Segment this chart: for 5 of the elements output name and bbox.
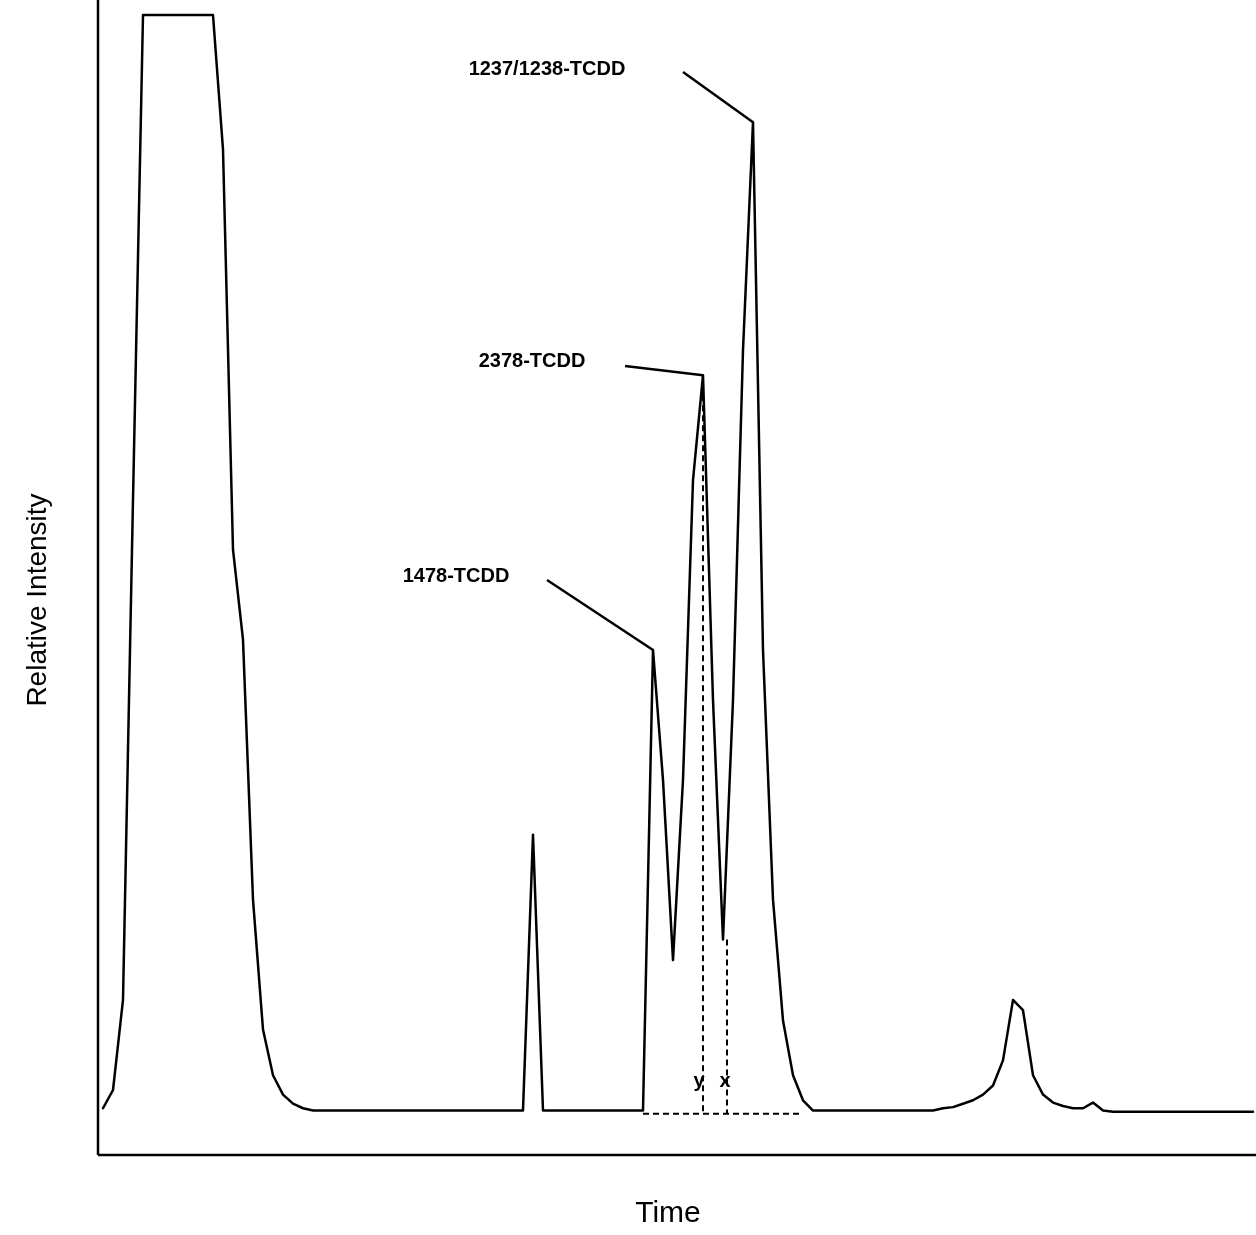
x-axis-title: Time [635, 1195, 701, 1228]
annotation: 2378-TCDD [478, 349, 586, 371]
y-axis-title: Relative Intensity [21, 493, 52, 707]
annotation: 1478-TCDD [402, 564, 510, 586]
annotation: 1237/1238-TCDD [468, 57, 626, 79]
